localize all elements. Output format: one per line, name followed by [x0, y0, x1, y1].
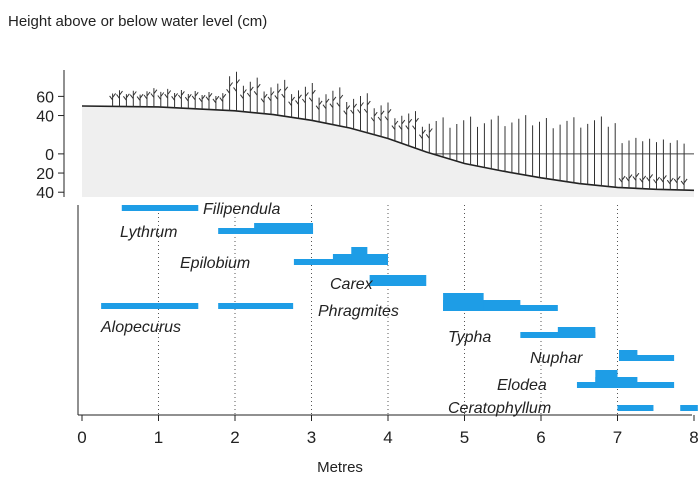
x-tick-label: 1 [154, 428, 163, 447]
range-bar [254, 223, 314, 234]
range-bar [121, 205, 199, 211]
range-bar [369, 275, 427, 286]
range-bar [619, 355, 675, 361]
y-tick-label: 60 [36, 89, 54, 106]
range-bar [520, 332, 596, 338]
x-tick-label: 7 [613, 428, 622, 447]
species-label: Phragmites [318, 303, 399, 320]
chart-title: Height above or below water level (cm) [8, 13, 267, 30]
x-tick-label: 0 [77, 428, 86, 447]
range-bar [619, 350, 638, 361]
x-tick-label: 3 [307, 428, 316, 447]
range-bar [443, 293, 484, 311]
species-label: Ceratophyllum [448, 400, 551, 417]
range-bar [351, 247, 368, 265]
species-label: Carex [330, 276, 374, 293]
x-tick-label: 6 [536, 428, 545, 447]
species-label: Lythrum [120, 224, 178, 241]
vegetation [109, 71, 688, 190]
x-tick-label: 4 [383, 428, 392, 447]
range-bar [680, 405, 698, 411]
y-tick-label: 20 [36, 166, 54, 183]
species-label: Typha [448, 329, 491, 346]
species-label: Epilobium [180, 255, 250, 272]
x-axis-label: Metres [317, 459, 363, 476]
y-tick-label: 0 [45, 147, 54, 164]
species-label: Elodea [497, 377, 547, 394]
range-bar [218, 303, 294, 309]
range-bar [101, 303, 199, 309]
species-label: Filipendula [203, 201, 280, 218]
ground-fill [82, 106, 694, 197]
range-bar [617, 405, 654, 411]
species-label: Nuphar [530, 350, 583, 367]
ground-profile [81, 105, 695, 192]
x-tick-label: 5 [460, 428, 469, 447]
range-bar [557, 327, 596, 338]
x-tick-label: 8 [689, 428, 698, 447]
range-bar [595, 370, 618, 388]
y-tick-label: 40 [36, 109, 54, 126]
x-tick-label: 2 [230, 428, 239, 447]
y-tick-label: 40 [36, 185, 54, 202]
species-label: Alopecurus [100, 319, 181, 336]
